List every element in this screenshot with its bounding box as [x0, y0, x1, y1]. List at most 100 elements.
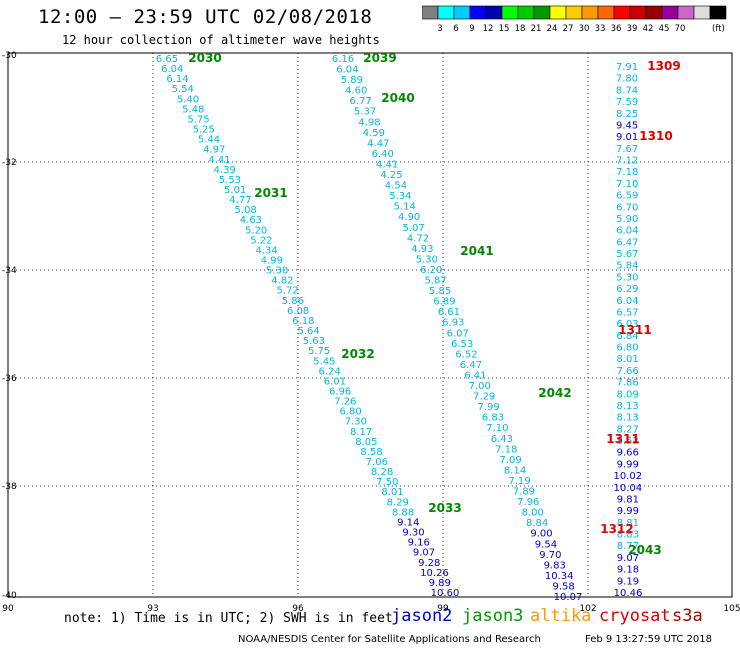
track3-value: 7.86	[616, 378, 638, 389]
track2-value: 6.53	[451, 339, 473, 350]
track3-value: 7.18	[616, 167, 638, 178]
x-tick-label: 93	[147, 604, 158, 614]
colorbar-label: 70	[675, 24, 686, 34]
pass-label: 2032	[341, 347, 374, 361]
y-tick-label: -32	[2, 158, 17, 168]
track1-value: 5.44	[198, 135, 220, 146]
track3-value: 8.52	[617, 436, 639, 447]
colorbar-legend: 3 6 9 12 15 18 21 24 27 30 33 36 39 42 45 70 (ft)	[422, 5, 727, 34]
track3-value: 6.04	[616, 226, 638, 237]
track1-value: 6.80	[339, 407, 361, 418]
track1-value: 4.39	[214, 165, 236, 176]
track1-value: 6.08	[287, 306, 309, 317]
track2-value: 6.40	[372, 149, 394, 160]
legend-s3a: s3a	[672, 606, 703, 626]
footer-credit: NOAA/NESDIS Center for Satellite Applica…	[238, 634, 541, 645]
colorbar-label: 36	[611, 24, 622, 34]
colorbar-unit: (ft)	[712, 24, 725, 34]
track2-value: 4.47	[367, 138, 389, 149]
track3-value: 9.01	[616, 132, 638, 143]
track3-value: 9.19	[617, 576, 639, 587]
track1-value: 8.29	[387, 497, 409, 508]
colorbar-label: 39	[627, 24, 638, 34]
track2-value: 8.14	[504, 465, 526, 476]
track3-value: 9.99	[617, 459, 639, 470]
track3-value: 6.59	[616, 191, 638, 202]
track2-value: 4.93	[411, 244, 433, 255]
track2-value: 7.96	[517, 497, 539, 508]
track3-value: 5.30	[616, 272, 638, 283]
track1-value: 9.16	[408, 538, 430, 549]
track1-value: 6.14	[166, 74, 188, 85]
colorbar-label: 21	[531, 24, 542, 34]
track2-value: 6.20	[420, 265, 442, 276]
track1-value: 10.60	[431, 588, 460, 599]
track1-value: 9.89	[429, 578, 451, 589]
track2-value: 9.58	[552, 581, 574, 592]
track1-value: 7.50	[376, 477, 398, 488]
track3-value: 5.67	[616, 249, 638, 260]
x-tick-label: 105	[723, 604, 740, 614]
track1-value: 4.34	[256, 245, 278, 256]
track1-value: 5.63	[303, 336, 325, 347]
y-tick-label: -30	[2, 51, 17, 61]
pass-label: 2031	[254, 186, 287, 200]
track1-value: 8.88	[392, 507, 414, 518]
track3-value: 7.91	[616, 62, 638, 73]
track3-value: 5.84	[616, 261, 638, 272]
track2-value: 7.99	[477, 402, 499, 413]
track2-value: 6.07	[447, 328, 469, 339]
track3-value: 6.03	[616, 319, 638, 330]
pass-label: 2039	[363, 51, 396, 65]
colorbar-label: 15	[499, 24, 510, 34]
track2-value: 7.18	[495, 444, 517, 455]
track2-value: 5.30	[416, 254, 438, 265]
track2-value: 10.34	[545, 571, 574, 582]
track1-value: 4.82	[271, 276, 293, 287]
colorbar-label: 6	[453, 24, 458, 34]
track2-value: 9.83	[544, 560, 566, 571]
track3-value: 6.29	[616, 284, 638, 295]
footer-date: Feb 9 13:27:59 UTC 2018	[585, 634, 712, 645]
colorbar-label: 27	[563, 24, 574, 34]
track1-value: 4.63	[240, 215, 262, 226]
pass-label: 1311	[618, 323, 651, 337]
track2-value: 5.85	[429, 286, 451, 297]
legend-jason2: jason2	[391, 606, 453, 626]
track2-value: 4.54	[385, 181, 407, 192]
track1-value: 6.01	[324, 376, 346, 387]
track3-value: 6.04	[616, 296, 638, 307]
colorbar-label: 18	[515, 24, 526, 34]
pass-label: 1309	[647, 59, 680, 73]
track1-value: 5.54	[172, 84, 194, 95]
track2-value: 6.04	[336, 65, 358, 76]
track2-value: 6.41	[464, 370, 486, 381]
track3-value: 6.57	[616, 307, 638, 318]
x-tick-label: 99	[437, 604, 449, 614]
track2-value: 4.60	[345, 86, 367, 97]
track3-value: 7.80	[616, 74, 638, 85]
track1-value: 4.41	[208, 155, 230, 166]
track1-value: 5.45	[313, 356, 335, 367]
track1-value: 5.40	[177, 94, 199, 105]
track1-value: 8.28	[371, 467, 393, 478]
track1-value: 6.96	[329, 386, 351, 397]
colorbar-label: 24	[547, 24, 558, 34]
colorbar-label: 33	[595, 24, 606, 34]
track2-value: 6.61	[438, 307, 460, 318]
track3-value: 5.90	[616, 214, 638, 225]
track2-value: 4.41	[376, 159, 398, 170]
track3-value: 7.10	[616, 179, 638, 190]
colorbar-label: 45	[659, 24, 670, 34]
track1-value: 9.28	[418, 558, 440, 569]
track2-value: 4.90	[398, 212, 420, 223]
track2-value: 5.87	[425, 276, 447, 287]
track1-value: 9.14	[397, 517, 419, 528]
track1-value: 6.65	[156, 54, 178, 65]
pass-label: 1311	[606, 432, 639, 446]
track3-value: 8.09	[616, 389, 638, 400]
track1-value: 9.07	[413, 548, 435, 559]
track1-value: 5.22	[250, 235, 272, 246]
map-subtitle: 12 hour collection of altimeter wave hei…	[62, 33, 380, 47]
